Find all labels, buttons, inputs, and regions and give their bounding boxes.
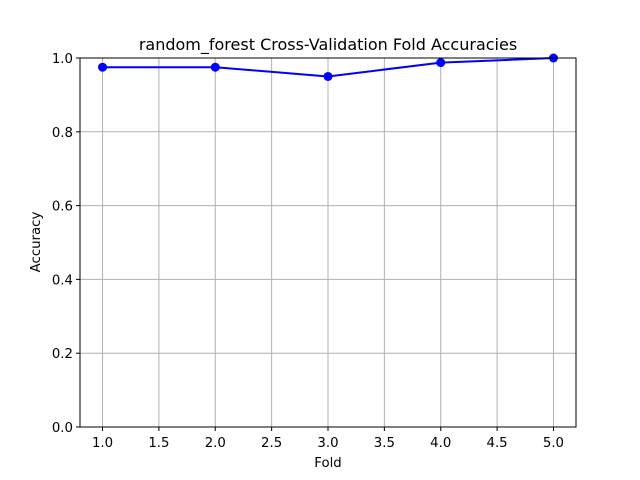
data-point [436,58,446,68]
x-axis-label: Fold [314,456,341,471]
data-point [210,62,220,72]
x-tick-label: 4.5 [487,436,508,451]
data-point [98,62,108,72]
chart-title: random_forest Cross-Validation Fold Accu… [139,35,517,55]
x-tick-label: 2.5 [261,436,282,451]
y-tick-label: 0.2 [52,347,73,362]
x-tick-label: 4.0 [430,436,451,451]
y-tick-label: 0.6 [52,200,73,215]
x-tick-label: 5.0 [543,436,564,451]
plot-frame [79,57,577,428]
y-tick-label: 1.0 [52,52,73,67]
axis-ticks: 1.0 1.5 2.0 2.5 3.0 3.5 4.0 4.5 5.0 0.0 0.2 0.4 0.6 0… [52,52,564,451]
x-tick-label: 1.0 [92,436,113,451]
x-tick-label: 3.5 [374,436,395,451]
y-tick-label: 0.0 [52,421,73,436]
x-tick-label: 1.5 [148,436,169,451]
series-group [98,53,558,81]
grid [80,57,576,428]
x-tick-label: 3.0 [317,436,338,451]
data-point [323,71,333,81]
y-tick-label: 0.8 [52,126,73,141]
x-tick-label: 2.0 [205,436,226,451]
y-tick-label: 0.4 [52,273,73,288]
y-axis-label: Accuracy [29,212,44,273]
